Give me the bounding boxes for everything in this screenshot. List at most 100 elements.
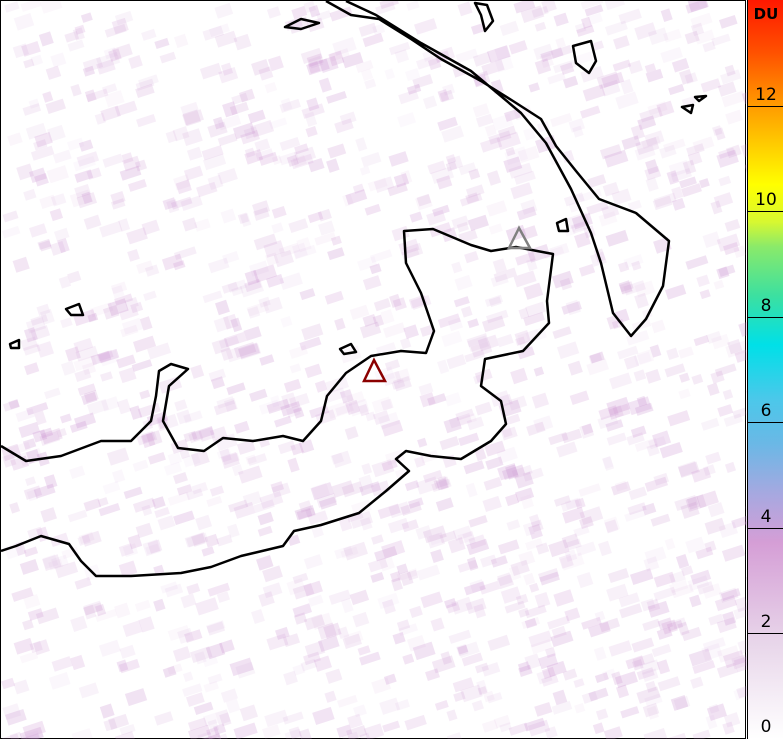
so2-pixel — [382, 599, 396, 615]
so2-pixel — [451, 215, 470, 230]
so2-pixel — [639, 106, 663, 123]
so2-pixel — [76, 151, 100, 167]
so2-pixel — [700, 78, 722, 93]
so2-pixel — [484, 294, 504, 307]
so2-pixel — [711, 33, 731, 47]
so2-pixel — [344, 426, 359, 440]
so2-pixel — [467, 318, 480, 329]
so2-pixel — [279, 136, 301, 151]
so2-pixel — [592, 722, 605, 735]
so2-pixel — [529, 582, 540, 593]
so2-pixel — [24, 362, 40, 376]
so2-pixel — [122, 543, 139, 558]
so2-pixel — [605, 419, 624, 432]
so2-pixel — [517, 145, 540, 163]
so2-pixel — [734, 596, 749, 613]
so2-pixel — [151, 496, 166, 510]
so2-pixel — [136, 113, 157, 128]
so2-pixel — [680, 501, 700, 519]
colorbar-tick — [748, 527, 783, 529]
so2-pixel — [560, 497, 583, 512]
so2-pixel — [634, 22, 657, 40]
so2-pixel — [73, 337, 94, 353]
so2-pixel — [251, 609, 265, 625]
so2-pixel — [282, 711, 304, 725]
so2-pixel — [273, 249, 294, 268]
so2-pixel — [584, 4, 604, 17]
so2-pixel — [652, 195, 673, 211]
so2-pixel — [723, 413, 743, 427]
so2-pixel — [552, 326, 572, 340]
so2-pixel — [704, 540, 717, 553]
so2-pixel — [217, 114, 242, 131]
so2-pixel — [518, 550, 536, 567]
so2-pixel — [639, 659, 661, 675]
so2-pixel — [517, 346, 535, 360]
so2-pixel — [725, 109, 744, 125]
so2-pixel — [118, 658, 140, 674]
so2-pixel — [383, 673, 397, 685]
so2-pixel — [604, 0, 625, 11]
so2-pixel — [396, 563, 409, 575]
so2-pixel — [464, 250, 479, 264]
so2-pixel — [594, 610, 606, 622]
so2-pixel — [573, 525, 590, 537]
so2-pixel — [102, 305, 120, 320]
so2-pixel — [425, 668, 440, 682]
so2-pixel — [355, 137, 368, 152]
so2-pixel — [657, 676, 681, 692]
so2-pixel — [412, 641, 436, 661]
so2-pixel — [39, 430, 60, 446]
so2-pixel — [249, 260, 270, 277]
so2-pixel — [480, 554, 498, 568]
so2-pixel — [607, 567, 630, 584]
so2-pixel — [519, 341, 531, 352]
so2-pixel — [427, 160, 447, 175]
so2-pixel — [98, 502, 121, 517]
so2-pixel — [671, 186, 684, 200]
so2-pixel — [64, 30, 80, 43]
so2-pixel — [49, 240, 66, 256]
so2-pixel — [202, 25, 224, 41]
so2-pixel — [404, 67, 421, 82]
so2-pixel — [492, 258, 507, 274]
so2-pixel — [497, 125, 517, 139]
so2-pixel — [731, 515, 751, 529]
so2-pixel — [186, 146, 203, 161]
so2-pixel — [247, 453, 268, 466]
so2-pixel — [42, 91, 54, 103]
so2-pixel — [73, 156, 97, 172]
so2-pixel — [362, 314, 378, 327]
so2-pixel — [714, 127, 726, 141]
so2-pixel — [517, 661, 531, 673]
so2-pixel — [87, 312, 99, 323]
so2-pixel — [722, 611, 737, 626]
so2-pixel — [244, 269, 260, 286]
so2-pixel — [207, 121, 228, 138]
so2-pixel — [562, 75, 579, 89]
so2-pixel — [313, 655, 332, 672]
so2-pixel — [574, 51, 594, 65]
so2-pixel — [645, 68, 664, 83]
so2-pixel — [373, 298, 391, 312]
so2-pixel — [656, 626, 673, 640]
so2-pixel — [264, 709, 289, 728]
so2-pixel — [414, 18, 438, 35]
so2-pixel — [469, 579, 486, 594]
so2-pixel — [25, 476, 36, 486]
so2-pixel — [255, 148, 274, 161]
so2-pixel — [523, 282, 544, 300]
so2-pixel — [723, 712, 741, 728]
so2-pixel — [500, 426, 518, 441]
so2-pixel — [173, 472, 188, 485]
so2-pixel — [627, 502, 647, 516]
so2-pixel — [466, 538, 490, 556]
so2-pixel — [645, 177, 659, 192]
so2-pixel — [684, 30, 700, 45]
so2-pixel — [39, 194, 57, 210]
so2-pixel — [721, 544, 746, 562]
so2-pixel — [359, 165, 371, 176]
so2-pixel — [239, 213, 252, 227]
so2-pixel — [475, 113, 494, 128]
so2-pixel — [661, 619, 678, 635]
